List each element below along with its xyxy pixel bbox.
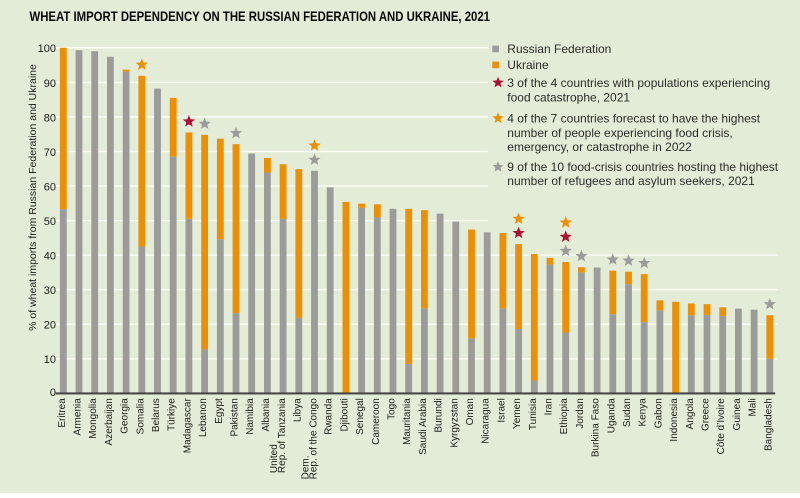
svg-text:Dem.: Dem. [301,455,312,479]
svg-text:Greece: Greece [701,398,712,431]
svg-text:number of refugees and asylum: number of refugees and asylum seekers, 2… [507,174,755,188]
svg-text:Bangladesh: Bangladesh [763,398,774,451]
svg-text:Ukraine: Ukraine [507,58,549,72]
svg-text:0: 0 [50,387,56,399]
svg-text:Burkina Faso: Burkina Faso [591,398,602,457]
svg-text:Mauritania: Mauritania [402,398,413,445]
svg-text:Angola: Angola [685,398,696,430]
svg-text:Georgia: Georgia [120,398,131,434]
svg-text:Russian Federation: Russian Federation [507,42,611,56]
svg-text:Mongolia: Mongolia [88,398,99,439]
svg-text:80: 80 [44,112,56,124]
svg-text:Belarus: Belarus [151,398,162,432]
svg-text:United: United [269,444,280,473]
svg-text:40: 40 [44,251,56,263]
svg-text:Yemen: Yemen [512,398,523,429]
svg-text:9 of the 10 food-crisis countr: 9 of the 10 food-crisis countries hostin… [507,160,778,174]
svg-text:Somalia: Somalia [135,398,146,435]
svg-text:WHEAT IMPORT DEPENDENCY ON THE: WHEAT IMPORT DEPENDENCY ON THE RUSSIAN F… [30,8,491,24]
svg-text:Egypt: Egypt [214,398,225,424]
svg-text:Oman: Oman [465,398,476,425]
svg-text:Guinea: Guinea [732,398,743,431]
svg-text:Pakistan: Pakistan [230,398,241,436]
svg-text:Uganda: Uganda [606,398,617,433]
svg-text:Tunisia: Tunisia [528,398,539,430]
svg-text:Rep. of the Congo: Rep. of the Congo [309,398,320,480]
svg-text:Türkiye: Türkiye [167,398,178,431]
svg-text:Madagascar: Madagascar [182,398,193,454]
svg-text:Cameroon: Cameroon [371,398,382,445]
svg-text:Burundi: Burundi [434,398,445,432]
svg-text:30: 30 [44,285,56,297]
svg-text:90: 90 [44,78,56,90]
svg-text:100: 100 [38,43,56,55]
svg-text:Mali: Mali [748,398,759,416]
svg-text:20: 20 [44,320,56,332]
svg-text:number of people experiencing: number of people experiencing food crisi… [507,126,732,140]
svg-text:Eritrea: Eritrea [57,398,68,428]
svg-text:Gabon: Gabon [653,398,664,428]
svg-text:Nicaragua: Nicaragua [481,398,492,444]
svg-text:50: 50 [44,216,56,228]
svg-text:Azerbaijan: Azerbaijan [104,398,115,445]
svg-text:3 of the 4 countries with popu: 3 of the 4 countries with populations ex… [507,76,770,90]
svg-text:Libya: Libya [292,398,303,422]
svg-text:Kyrgyzstan: Kyrgyzstan [449,398,460,447]
svg-text:Rwanda: Rwanda [324,398,335,435]
svg-text:% of wheat imports from Russia: % of wheat imports from Russian Federati… [27,64,39,331]
svg-text:Armenia: Armenia [73,398,84,436]
svg-text:Sudan: Sudan [622,398,633,427]
svg-text:Rep. of Tanzania: Rep. of Tanzania [277,398,288,473]
svg-text:70: 70 [44,147,56,159]
svg-text:food catastrophe, 2021: food catastrophe, 2021 [507,91,630,105]
svg-text:4 of the 7 countries forecast: 4 of the 7 countries forecast to have th… [507,112,760,126]
svg-text:Togo: Togo [387,398,398,420]
svg-text:60: 60 [44,181,56,193]
svg-text:Jordan: Jordan [575,398,586,429]
svg-text:Côte d’Ivoire: Côte d’Ivoire [716,398,727,455]
svg-text:Lebanon: Lebanon [198,398,209,437]
svg-text:Saudi Arabia: Saudi Arabia [418,398,429,455]
svg-text:Ethiopia: Ethiopia [559,398,570,435]
svg-text:Israel: Israel [496,398,507,422]
svg-text:Namibia: Namibia [245,398,256,435]
svg-text:Djibouti: Djibouti [339,398,350,431]
svg-text:emergency, or catastrophe in 2: emergency, or catastrophe in 2022 [507,140,692,154]
svg-text:Indonesia: Indonesia [669,398,680,442]
svg-text:Kenya: Kenya [638,398,649,427]
svg-text:Albania: Albania [261,398,272,432]
svg-text:Iran: Iran [544,398,555,415]
svg-text:Senegal: Senegal [355,398,366,435]
svg-text:10: 10 [44,354,56,366]
